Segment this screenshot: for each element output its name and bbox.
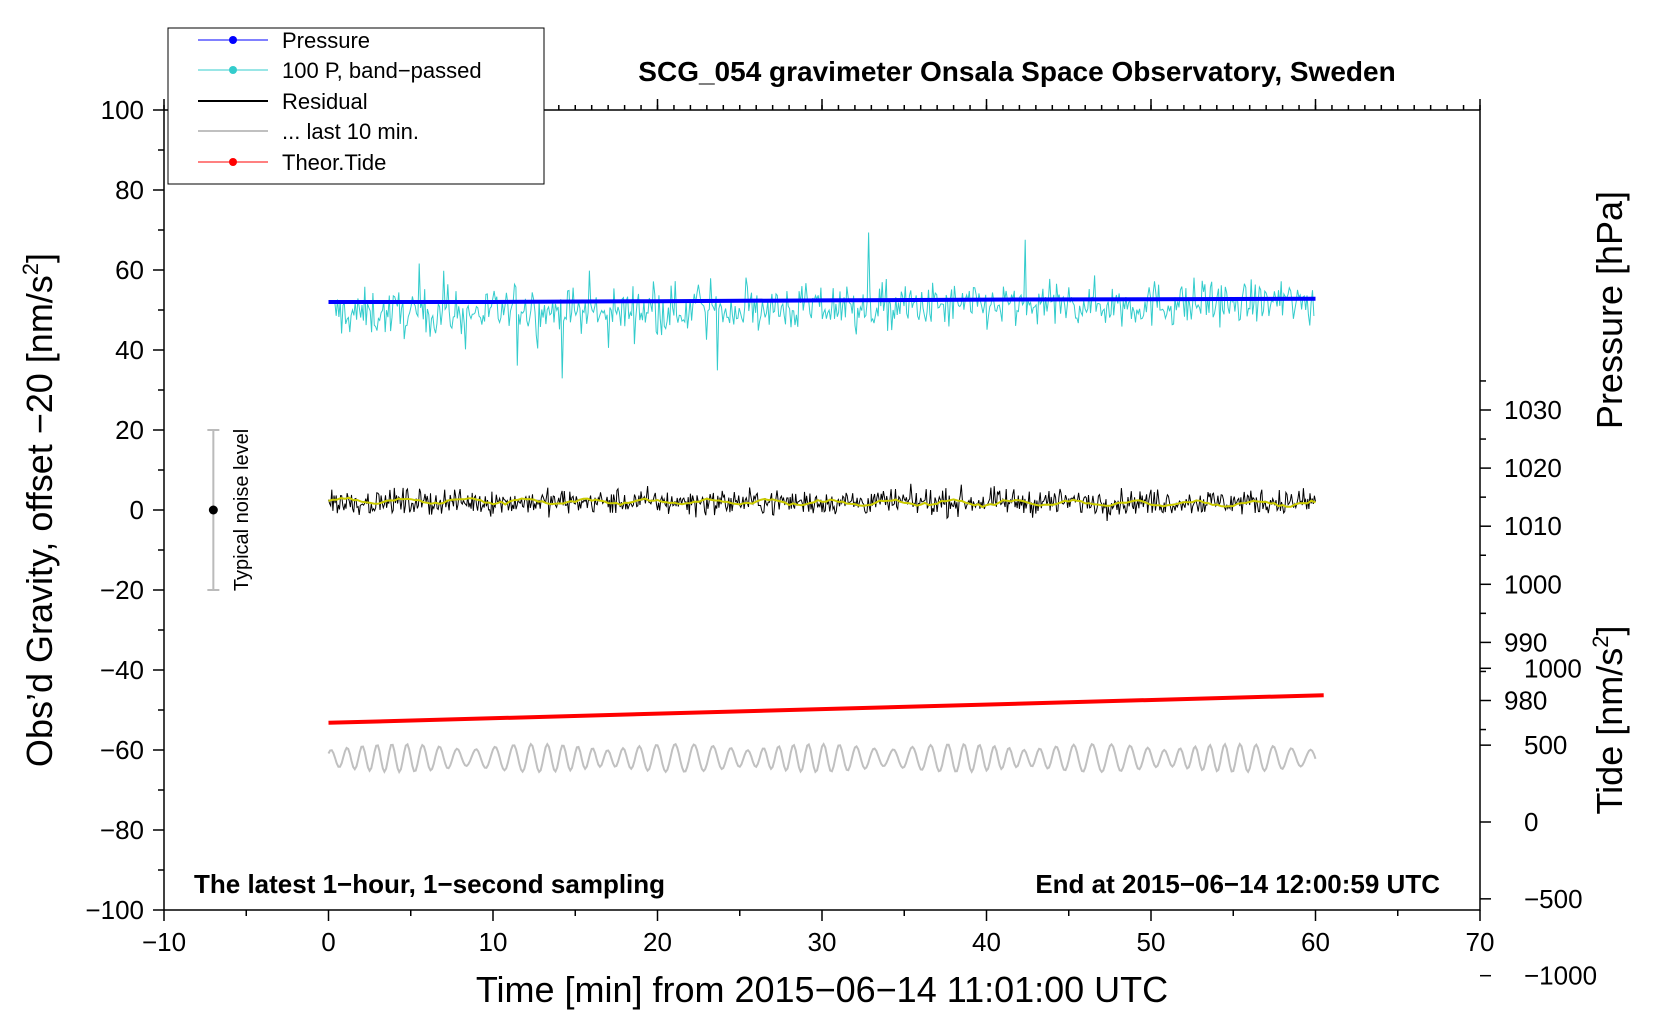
- x-tick-label: 30: [808, 927, 837, 957]
- y-tick-label: −20: [100, 575, 144, 605]
- x-tick-label: 40: [972, 927, 1001, 957]
- series-pressure: [328, 296, 1316, 304]
- series-theoretical-tide: [328, 693, 1324, 725]
- y-tick-label: 60: [115, 255, 144, 285]
- x-axis-title: Time [min] from 2015−06−14 11:01:00 UTC: [476, 969, 1168, 1010]
- y-tick-label: 0: [130, 495, 144, 525]
- legend-label-bandpassed: 100 P, band−passed: [282, 58, 482, 83]
- pressure-tick-label: 1010: [1504, 511, 1562, 541]
- x-tick-label: 60: [1301, 927, 1330, 957]
- legend-marker-pressure: [229, 36, 237, 44]
- legend-item-residual: Residual: [198, 89, 368, 114]
- legend-marker-tide: [229, 158, 237, 166]
- pressure-tick-label: 1020: [1504, 453, 1562, 483]
- tide-tick-label: 0: [1524, 807, 1538, 837]
- y-tick-label: 80: [115, 175, 144, 205]
- series-last-10-min: [327, 742, 1317, 775]
- ticks-layer: −10 0 10 20 30 40 50 60 70−100−80−60−40−20020406…: [85, 95, 1597, 991]
- legend-marker-bandpassed: [229, 66, 237, 74]
- x-tick-label: 0: [321, 927, 335, 957]
- chart-title: SCG_054 gravimeter Onsala Space Observat…: [638, 56, 1395, 87]
- y-tick-label: −40: [100, 655, 144, 685]
- noise-level-label: Typical noise level: [231, 429, 253, 591]
- legend-label-residual: Residual: [282, 89, 368, 114]
- y-tick-label: −80: [100, 815, 144, 845]
- legend-label-last10: ... last 10 min.: [282, 119, 419, 144]
- legend-label-tide: Theor.Tide: [282, 150, 386, 175]
- pressure-tick-label: 980: [1504, 686, 1547, 716]
- legend-label-pressure: Pressure: [282, 28, 370, 53]
- y-tick-label: 40: [115, 335, 144, 365]
- tide-tick-label: −1000: [1524, 961, 1597, 991]
- noise-bar-center: [208, 505, 218, 515]
- x-tick-label: 10: [479, 927, 508, 957]
- pressure-tick-label: 1030: [1504, 395, 1562, 425]
- x-tick-label: −10: [142, 927, 186, 957]
- y-tick-label: 100: [101, 95, 144, 125]
- pressure-tick-label: 1000: [1504, 569, 1562, 599]
- legend-item-bandpassed: 100 P, band−passed: [198, 58, 482, 83]
- annotation-sampling: The latest 1−hour, 1−second sampling: [194, 869, 665, 899]
- annotation-end-time: End at 2015−06−14 12:00:59 UTC: [1035, 869, 1440, 899]
- x-tick-label: 20: [643, 927, 672, 957]
- x-tick-label: 70: [1466, 927, 1495, 957]
- pressure-axis-title: Pressure [hPa]: [1589, 191, 1630, 429]
- y-tick-label: 20: [115, 415, 144, 445]
- y-tick-label: −60: [100, 735, 144, 765]
- tide-tick-label: 1000: [1524, 653, 1582, 683]
- series-bandpassed-pressure: [333, 232, 1315, 379]
- series-residual-smoothed: [328, 496, 1316, 509]
- legend-item-last10: ... last 10 min.: [198, 119, 419, 144]
- tide-axis-title: Tide [nm/s2]: [1588, 626, 1630, 815]
- tide-tick-label: 500: [1524, 730, 1567, 760]
- legend-item-tide: Theor.Tide: [198, 150, 386, 175]
- y-tick-label: −100: [85, 895, 144, 925]
- legend: Pressure 100 P, band−passed Residual ...…: [167, 27, 545, 185]
- series-residual: [328, 483, 1316, 522]
- legend-item-pressure: Pressure: [198, 28, 370, 53]
- x-tick-label: 50: [1137, 927, 1166, 957]
- tide-tick-label: −500: [1524, 884, 1583, 914]
- y-axis-title: Obs’d Gravity, offset −20 [nm/s2]: [18, 253, 60, 767]
- series-layer: [207, 232, 1324, 775]
- legend-box: [167, 27, 545, 185]
- pressure-tick-label: 990: [1504, 627, 1547, 657]
